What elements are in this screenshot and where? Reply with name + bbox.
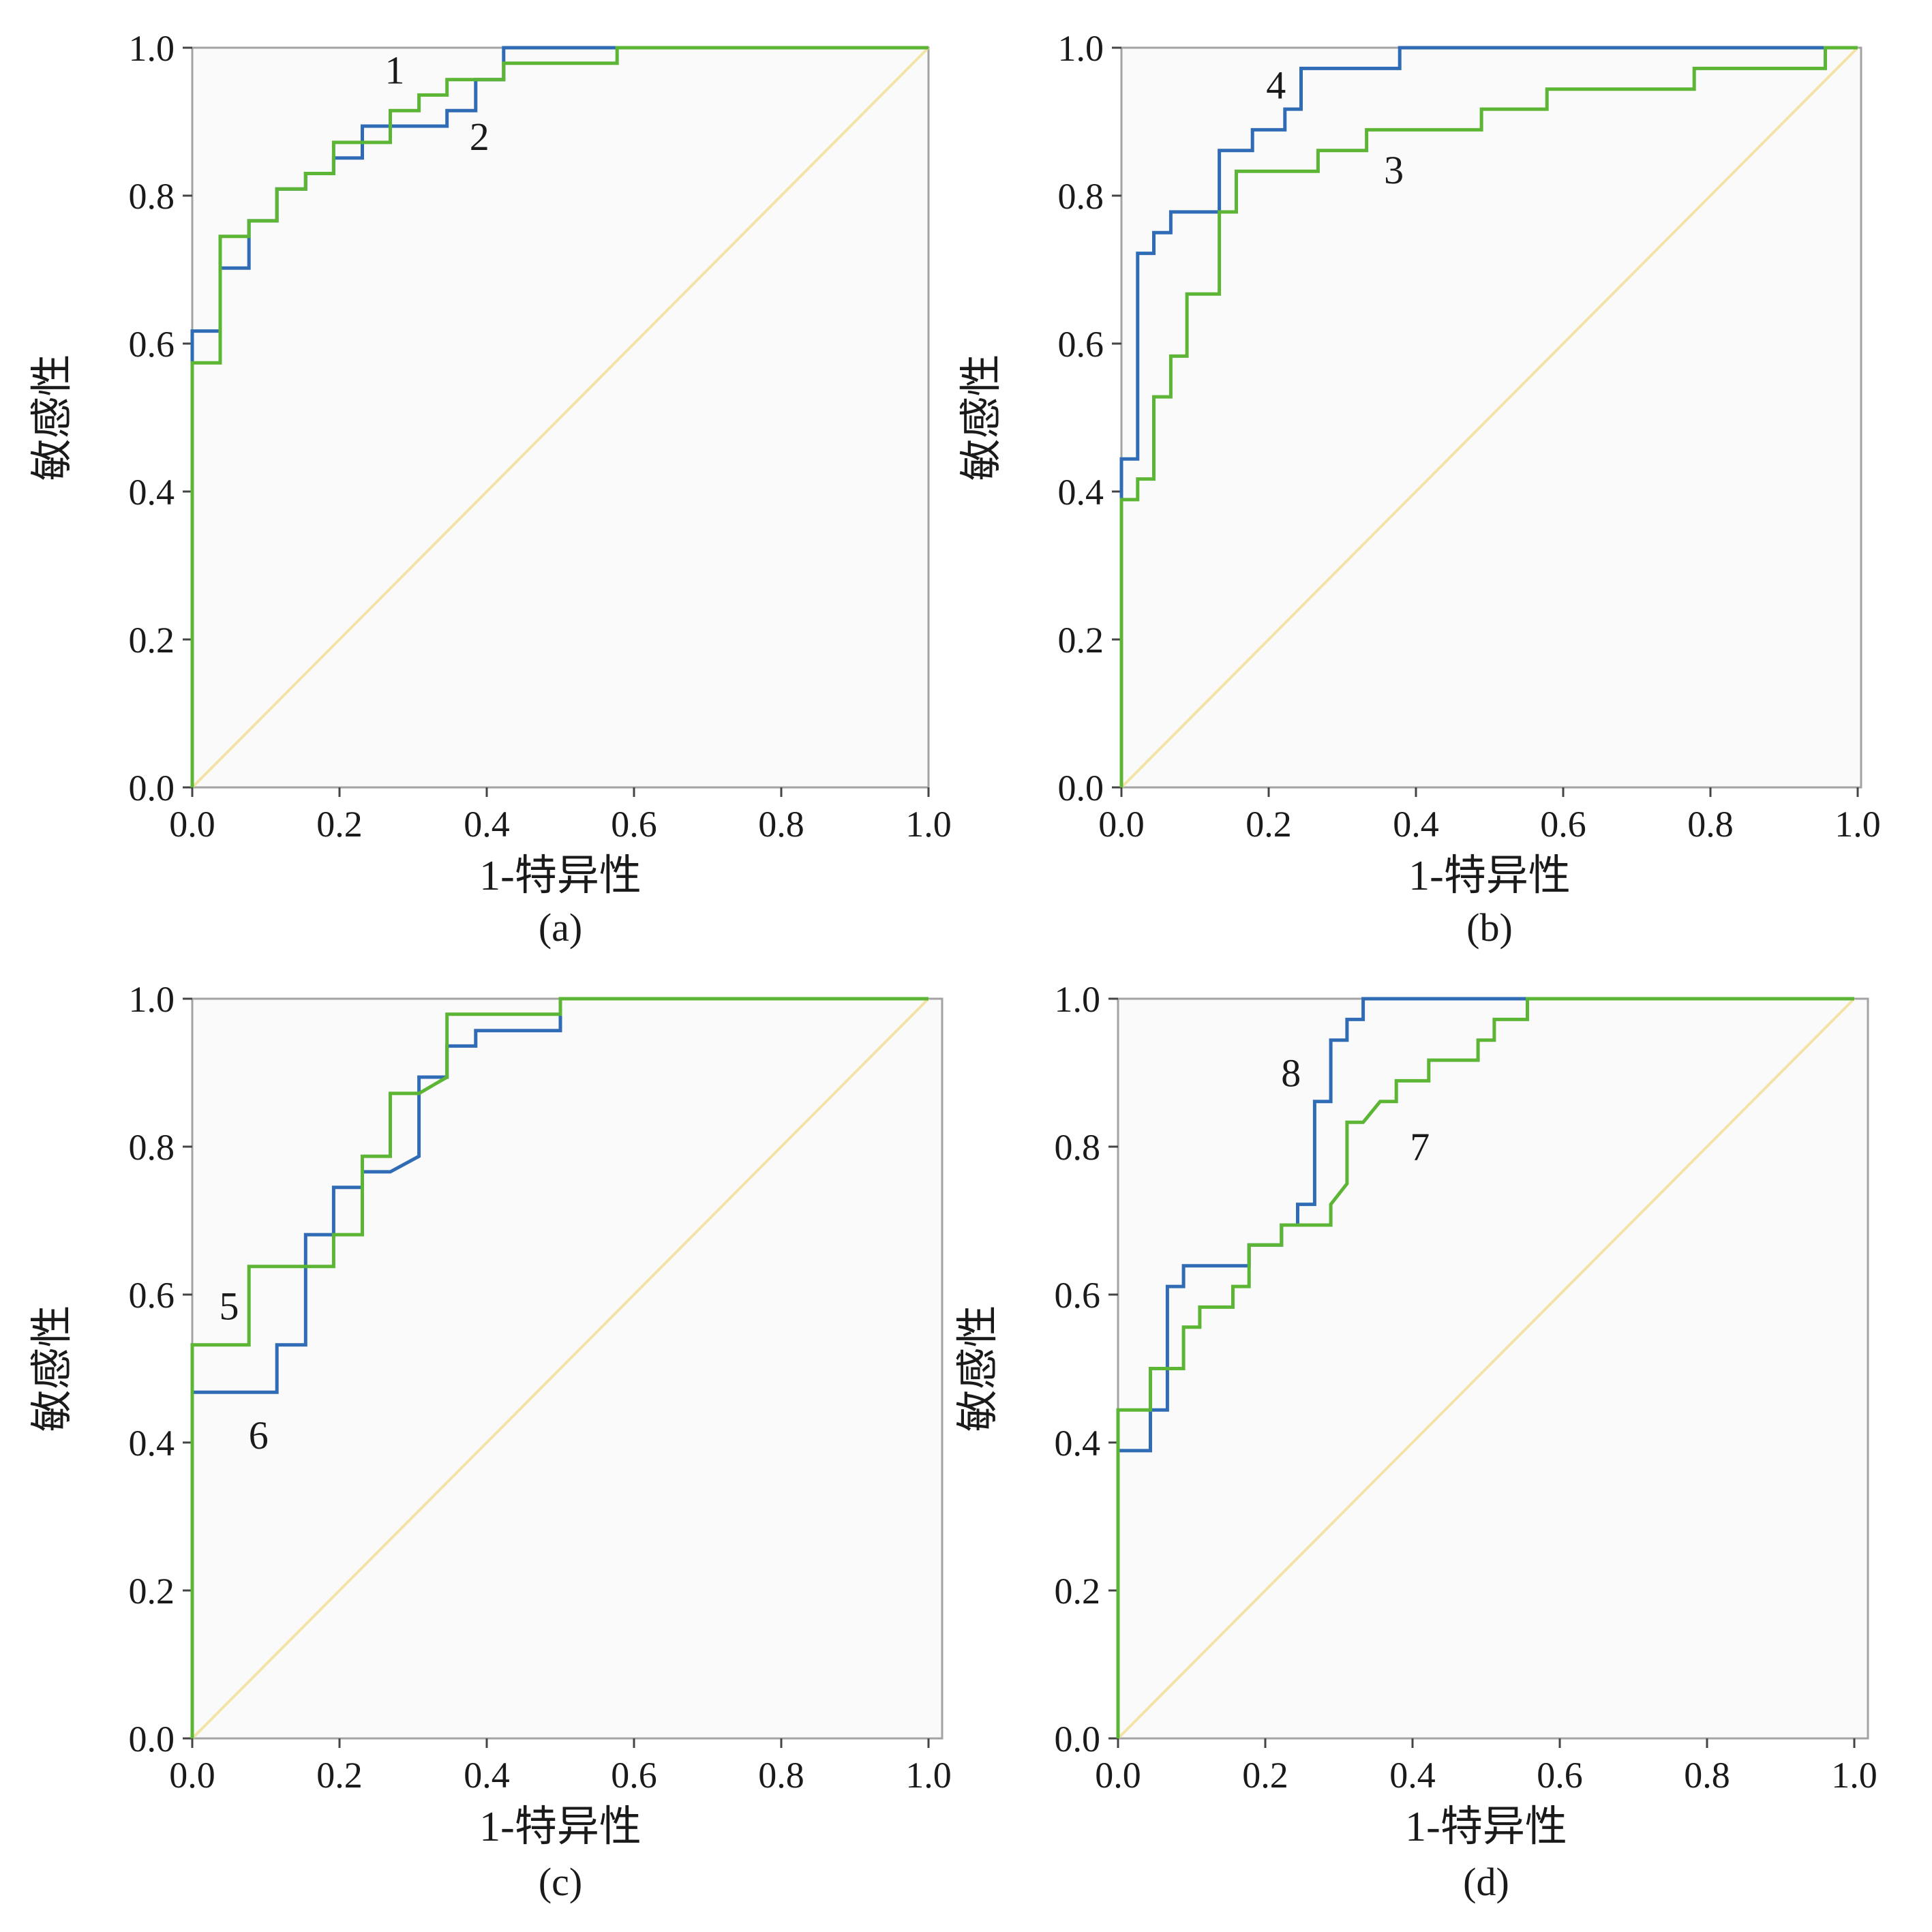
x-tick-label: 0.4 bbox=[464, 1755, 510, 1796]
x-axis-title: 1-特异性 bbox=[479, 853, 642, 899]
x-tick-label: 0.2 bbox=[316, 1755, 363, 1796]
reference-diagonal bbox=[1117, 997, 1856, 1740]
x-tick-label: 1.0 bbox=[905, 1755, 952, 1796]
roc-curve-7 bbox=[1116, 997, 1854, 1738]
y-tick-label: 1.0 bbox=[129, 979, 175, 1020]
panel-caption: (d) bbox=[1463, 1860, 1509, 1904]
y-tick-label: 0.0 bbox=[1058, 768, 1104, 809]
y-tick-label: 0.0 bbox=[129, 1719, 175, 1760]
x-tick-label: 0.4 bbox=[464, 804, 510, 845]
y-axis-title: 敏感性 bbox=[29, 1305, 76, 1432]
curve-label-7: 7 bbox=[1410, 1125, 1430, 1169]
x-tick-label: 0.2 bbox=[1246, 804, 1292, 845]
y-tick-label: 0.8 bbox=[1058, 176, 1104, 217]
y-tick-label: 0.4 bbox=[129, 1423, 175, 1464]
y-tick-label: 0.4 bbox=[1055, 1423, 1101, 1464]
x-tick-label: 0.0 bbox=[1098, 804, 1145, 845]
y-tick-label: 0.4 bbox=[129, 472, 175, 513]
x-tick-label: 0.2 bbox=[1242, 1755, 1288, 1796]
y-tick-label: 0.2 bbox=[1055, 1571, 1101, 1612]
y-tick-label: 0.4 bbox=[1058, 472, 1104, 513]
roc-panel-1: 0.0 0.2 0.4 0.6 0.8 1.0 0.0 0.2 0.4 0.6 0.8 1.0 1-特异… bbox=[29, 28, 952, 950]
panel-caption: (b) bbox=[1466, 905, 1513, 950]
y-tick-label: 0.0 bbox=[129, 768, 175, 809]
y-tick-label: 1.0 bbox=[129, 28, 175, 69]
y-tick-label: 0.6 bbox=[1058, 324, 1104, 365]
reference-diagonal bbox=[1120, 46, 1859, 789]
y-tick-label: 1.0 bbox=[1058, 28, 1104, 69]
x-tick-label: 0.4 bbox=[1393, 804, 1439, 845]
x-axis-title: 1-特异性 bbox=[1408, 853, 1571, 899]
y-tick-label: 0.8 bbox=[129, 176, 175, 217]
x-tick-label: 1.0 bbox=[1835, 804, 1881, 845]
reference-diagonal bbox=[191, 997, 930, 1740]
x-tick-label: 0.8 bbox=[1687, 804, 1734, 845]
x-tick-label: 1.0 bbox=[905, 804, 952, 845]
y-tick-label: 0.6 bbox=[129, 324, 175, 365]
y-tick-label: 0.6 bbox=[1055, 1275, 1101, 1316]
y-tick-label: 0.2 bbox=[129, 620, 175, 661]
y-axis-title: 敏感性 bbox=[959, 354, 1005, 481]
curve-label-5: 5 bbox=[220, 1284, 239, 1328]
reference-diagonal bbox=[191, 46, 930, 789]
panel-caption: (c) bbox=[539, 1860, 582, 1904]
roc-panel-2: 0.0 0.2 0.4 0.6 0.8 1.0 0.0 0.2 0.4 0.6 0.8 1.0 1-特异… bbox=[959, 28, 1881, 950]
x-tick-label: 0.8 bbox=[758, 804, 804, 845]
curve-label-4: 4 bbox=[1266, 63, 1286, 107]
x-axis-title: 1-特异性 bbox=[479, 1804, 642, 1850]
roc-curve-6 bbox=[190, 997, 929, 1738]
x-tick-label: 0.4 bbox=[1389, 1755, 1436, 1796]
panel-caption: (a) bbox=[539, 905, 582, 950]
roc-curve-1 bbox=[190, 46, 929, 787]
x-tick-label: 0.6 bbox=[611, 804, 657, 845]
curve-label-1: 1 bbox=[385, 48, 405, 93]
roc-curve-4 bbox=[1119, 46, 1858, 787]
roc-curve-3 bbox=[1119, 46, 1858, 787]
y-tick-label: 0.6 bbox=[129, 1275, 175, 1316]
curve-label-2: 2 bbox=[470, 115, 489, 159]
y-axis-title: 敏感性 bbox=[955, 1305, 1001, 1432]
roc-panel-4: 0.0 0.2 0.4 0.6 0.8 1.0 0.0 0.2 0.4 0.6 0.8 1.0 1-特异… bbox=[955, 979, 1877, 1904]
x-tick-label: 0.0 bbox=[169, 804, 215, 845]
x-tick-label: 0.8 bbox=[758, 1755, 804, 1796]
roc-panel-3: 0.0 0.2 0.4 0.6 0.8 1.0 0.0 0.2 0.4 0.6 0.8 1.0 1-特异… bbox=[29, 979, 952, 1904]
y-tick-label: 0.8 bbox=[1055, 1127, 1101, 1168]
x-tick-label: 0.0 bbox=[169, 1755, 215, 1796]
x-tick-label: 0.6 bbox=[611, 1755, 657, 1796]
curve-label-8: 8 bbox=[1281, 1051, 1301, 1096]
roc-curve-5 bbox=[190, 997, 929, 1738]
y-axis-title: 敏感性 bbox=[29, 354, 76, 481]
x-tick-label: 0.6 bbox=[1537, 1755, 1583, 1796]
x-tick-label: 0.6 bbox=[1540, 804, 1586, 845]
plot-area bbox=[1117, 997, 1869, 1740]
y-tick-label: 0.2 bbox=[1058, 620, 1104, 661]
y-tick-label: 0.8 bbox=[129, 1127, 175, 1168]
x-tick-label: 0.8 bbox=[1684, 1755, 1730, 1796]
curve-label-3: 3 bbox=[1384, 148, 1404, 192]
y-tick-label: 1.0 bbox=[1055, 979, 1101, 1020]
y-tick-label: 0.0 bbox=[1055, 1719, 1101, 1760]
plot-area bbox=[191, 997, 944, 1740]
x-tick-label: 0.0 bbox=[1095, 1755, 1141, 1796]
x-tick-label: 1.0 bbox=[1831, 1755, 1877, 1796]
y-tick-label: 0.2 bbox=[129, 1571, 175, 1612]
x-tick-label: 0.2 bbox=[316, 804, 363, 845]
curve-label-6: 6 bbox=[249, 1413, 269, 1458]
x-axis-title: 1-特异性 bbox=[1405, 1804, 1567, 1850]
